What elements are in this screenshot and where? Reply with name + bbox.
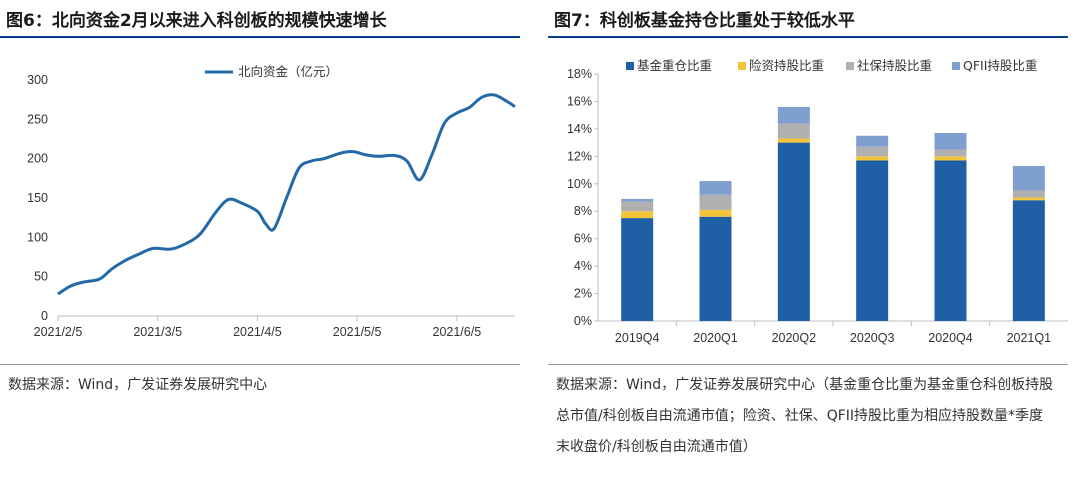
- y-tick-label: 16%: [567, 94, 592, 108]
- y-tick-label: 4%: [574, 259, 592, 273]
- x-tick-label: 2020Q2: [772, 331, 817, 345]
- bar-segment: [856, 135, 889, 147]
- y-tick-label: 50: [34, 270, 48, 284]
- bar-segment: [621, 198, 654, 202]
- legend-swatch: [846, 62, 854, 70]
- y-tick-label: 0%: [574, 314, 592, 328]
- bar-segment: [621, 211, 654, 219]
- y-tick-label: 8%: [574, 204, 592, 218]
- x-tick-label: 2021/3/5: [133, 325, 182, 339]
- y-tick-label: 150: [27, 191, 48, 205]
- y-tick-label: 10%: [567, 177, 592, 191]
- x-tick-label: 2020Q3: [850, 331, 895, 345]
- y-tick-label: 18%: [567, 67, 592, 81]
- bar-segment: [1012, 165, 1045, 191]
- left-title-rule: [0, 36, 520, 38]
- legend-label: 险资持股比重: [749, 58, 824, 73]
- bar-segment: [699, 194, 732, 210]
- x-tick-label: 2020Q4: [928, 331, 973, 345]
- bar-segment: [621, 218, 654, 321]
- x-tick-label: 2021/2/5: [34, 325, 83, 339]
- legend-swatch: [738, 62, 746, 70]
- legend-label: 基金重仓比重: [637, 58, 712, 73]
- north-fund-line-chart: 0 50 100 150 200 250 300 2021/2/5 2021/3/5 2021/4…: [27, 64, 516, 339]
- x-tick-label: 2021/4/5: [233, 325, 282, 339]
- bar-segment: [934, 160, 967, 321]
- right-figure-panel: 图7：科创板基金持仓比重处于较低水平 0% 2% 4% 6% 8% 10% 12% 14% 16…: [548, 0, 1080, 489]
- x-tick-label: 2021/6/5: [433, 325, 482, 339]
- bar-segment: [699, 181, 732, 195]
- bar-segment: [777, 138, 810, 143]
- y-tick-label: 2%: [574, 287, 592, 301]
- legend-swatch: [626, 62, 634, 70]
- y-tick-label: 200: [27, 152, 48, 166]
- legend-label: 社保持股比重: [857, 58, 932, 73]
- y-tick-label: 6%: [574, 232, 592, 246]
- bar-segment: [699, 216, 732, 321]
- bar-segment: [777, 123, 810, 139]
- bar-segment: [856, 156, 889, 161]
- star-market-holding-bar-chart: 0% 2% 4% 6% 8% 10% 12% 14% 16% 18% 2019Q4 2020Q1 202…: [567, 58, 1068, 345]
- x-tick-label: 2021/5/5: [333, 325, 382, 339]
- bar-segment: [934, 133, 967, 150]
- right-source-rule: [548, 364, 1068, 365]
- legend-label: 北向资金（亿元）: [238, 64, 338, 79]
- right-title-rule: [548, 36, 1068, 38]
- left-source-note: 数据来源：Wind，广发证券发展研究中心: [8, 377, 268, 393]
- left-figure-panel: 图6：北向资金2月以来进入科创板的规模快速增长 0 50 100 150 200 250 3…: [0, 0, 530, 489]
- x-tick-label: 2019Q4: [615, 331, 660, 345]
- legend-swatch: [952, 62, 960, 70]
- y-tick-label: 100: [27, 230, 48, 244]
- x-tick-label: 2021Q1: [1007, 331, 1052, 345]
- y-tick-label: 12%: [567, 149, 592, 163]
- left-source-rule: [0, 364, 520, 365]
- x-tick-label: 2020Q1: [693, 331, 738, 345]
- bar-segment: [1012, 190, 1045, 198]
- bar-segment: [1012, 197, 1045, 201]
- y-tick-label: 14%: [567, 122, 592, 136]
- north-fund-series-line: [57, 93, 516, 296]
- y-tick-label: 300: [27, 73, 48, 87]
- bar-segment: [699, 209, 732, 217]
- bar-segment: [777, 106, 810, 124]
- y-tick-label: 0: [41, 309, 48, 323]
- bar-segment: [621, 201, 654, 212]
- right-source-note: 数据来源：Wind，广发证券发展研究中心（基金重仓比重为基金重仓科创板持股总市值…: [556, 377, 1054, 455]
- bar-segment: [934, 156, 967, 161]
- bar-segment: [1012, 200, 1045, 321]
- y-tick-label: 250: [27, 112, 48, 126]
- bar-segment: [856, 160, 889, 321]
- legend-label: QFII持股比重: [963, 58, 1037, 73]
- left-figure-title: 图6：北向资金2月以来进入科创板的规模快速增长: [6, 11, 387, 31]
- bar-segment: [777, 142, 810, 321]
- bar-segment: [934, 149, 967, 157]
- bar-segment: [856, 146, 889, 157]
- right-figure-title: 图7：科创板基金持仓比重处于较低水平: [554, 11, 855, 31]
